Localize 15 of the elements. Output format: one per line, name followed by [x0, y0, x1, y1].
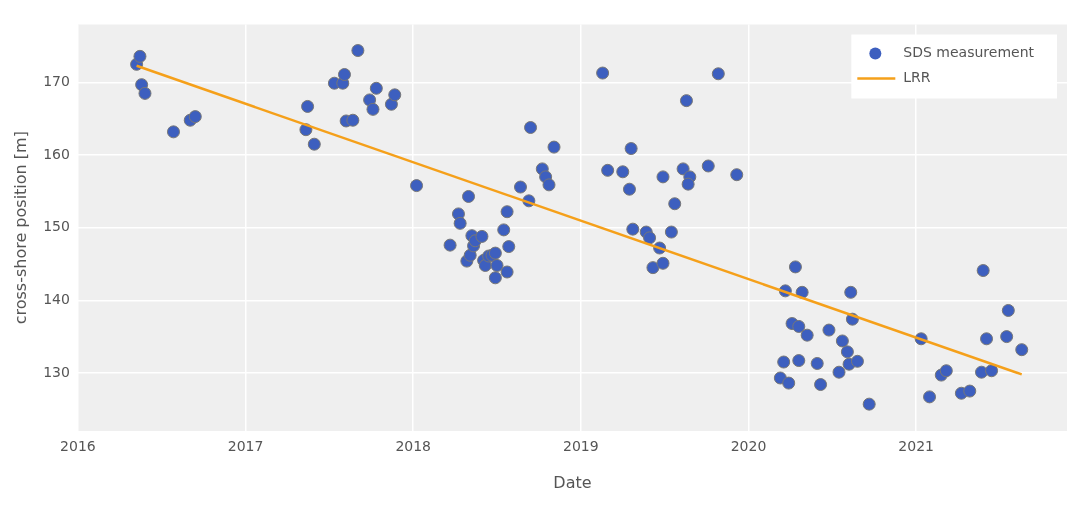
x-tick-label: 2020	[730, 438, 767, 455]
legend-label: LRR	[903, 69, 931, 86]
x-tick-label: 2016	[60, 438, 96, 455]
x-tick-label: 2019	[563, 438, 599, 455]
x-tick-label: 2018	[395, 438, 432, 455]
y-tick-label: 140	[43, 290, 70, 307]
x-tick-label: 2021	[898, 438, 934, 455]
y-axis-title: cross-shore position [m]	[10, 131, 30, 325]
y-tick-label: 160	[43, 145, 70, 162]
x-axis-title: Date	[553, 472, 592, 492]
y-tick-label: 130	[43, 363, 70, 380]
y-tick-label: 170	[43, 73, 70, 90]
x-tick-label: 2017	[227, 438, 264, 455]
y-tick-label: 150	[43, 218, 70, 235]
legend-label: SDS measurement	[903, 44, 1035, 61]
